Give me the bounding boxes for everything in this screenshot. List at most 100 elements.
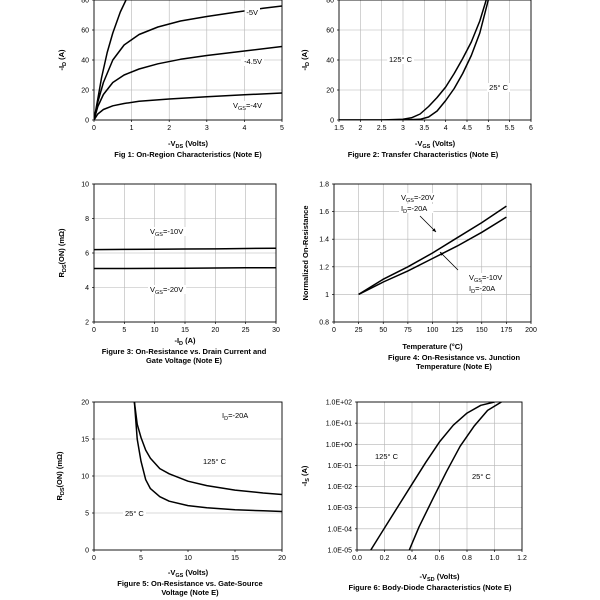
annotation-label: VGS=-4V bbox=[233, 101, 262, 112]
tick-label-x: 4.5 bbox=[462, 125, 472, 132]
tick-label-x: 0.0 bbox=[352, 555, 362, 562]
tick-label-y: 0 bbox=[85, 118, 89, 125]
tick-label-x: 0.6 bbox=[435, 555, 445, 562]
tick-label-x: 4 bbox=[242, 125, 246, 132]
x-axis-label: Temperature (°C) bbox=[402, 342, 463, 351]
tick-label-x: 0.8 bbox=[462, 555, 472, 562]
tick-label-y: 80 bbox=[81, 0, 89, 5]
annotation-bg bbox=[467, 273, 506, 282]
tick-label-x: 5 bbox=[122, 327, 126, 334]
tick-label-x: 5 bbox=[486, 125, 490, 132]
tick-label-y: 0 bbox=[85, 548, 89, 555]
figure-caption: Figure 4: On-Resistance vs. Junction Temp… bbox=[388, 353, 521, 371]
tick-label-y: 1.0E-03 bbox=[327, 505, 352, 512]
x-axis-label: -VDS (Volts) bbox=[168, 139, 209, 150]
tick-label-y: 60 bbox=[326, 28, 334, 35]
annotation-label: VGS=-20V bbox=[401, 193, 434, 204]
annotation-label: 25° C bbox=[489, 83, 508, 92]
annotation-bg bbox=[244, 8, 260, 17]
tick-label-y: 1.4 bbox=[319, 237, 329, 244]
tick-label-x: 25 bbox=[355, 327, 363, 334]
plot-frame bbox=[356, 401, 523, 551]
tick-label-y: 1.0E+01 bbox=[326, 421, 352, 428]
annotation-bg bbox=[201, 457, 228, 466]
series-line-2 bbox=[133, 402, 282, 513]
tick-label-y: 5 bbox=[85, 511, 89, 518]
tick-label-x: 2.5 bbox=[377, 125, 387, 132]
chart-4: 0 25 50 75 100 125 150 175 200 0.8 1 1.2 1.4 1.6 1.8 VG… bbox=[301, 182, 537, 372]
tick-label-x: 10 bbox=[184, 555, 192, 562]
tick-label-x: 0 bbox=[92, 125, 96, 132]
tick-label-y: 40 bbox=[81, 58, 89, 65]
series-line-1 bbox=[133, 402, 282, 496]
tick-label-x: 50 bbox=[379, 327, 387, 334]
chart-1: 0 1 2 3 4 5 0 20 40 60 80 -5V -4.5V VGS=-4V -VDS (Volt… bbox=[57, 0, 284, 159]
tick-label-y: 8 bbox=[85, 216, 89, 223]
tick-label-y: 0 bbox=[330, 118, 334, 125]
tick-label-y: 80 bbox=[326, 0, 334, 5]
tick-label-y: 1.8 bbox=[319, 182, 329, 189]
tick-label-y: 10 bbox=[81, 474, 89, 481]
figure-caption: Figure 5: On-Resistance vs. Gate-Source V… bbox=[117, 579, 262, 597]
tick-label-y: 1.0E-02 bbox=[327, 484, 352, 491]
annotation-arrow bbox=[439, 251, 459, 271]
figure-caption: Figure 2: Transfer Characteristics (Note… bbox=[348, 150, 499, 159]
annotation-label: ID=-20A bbox=[222, 411, 248, 422]
tick-label-x: 1.2 bbox=[517, 555, 527, 562]
y-axis-label: -ID (A) bbox=[300, 49, 311, 71]
series-line-1 bbox=[370, 402, 495, 550]
annotation-bg bbox=[148, 227, 187, 236]
annotation-label: ID=-20A bbox=[401, 204, 427, 215]
annotation-bg bbox=[123, 509, 146, 518]
tick-label-y: 1.0E-05 bbox=[327, 548, 352, 555]
x-axis-label: -VSD (Volts) bbox=[420, 572, 461, 583]
annotation-bg bbox=[399, 193, 438, 202]
plot-frame bbox=[333, 183, 532, 323]
tick-label-x: 25 bbox=[242, 327, 250, 334]
tick-label-y: 1.0E+00 bbox=[326, 442, 352, 449]
chart-5: 0 5 10 15 20 0 5 10 15 20 ID=-20A 125° C 25° C -VGS (… bbox=[55, 400, 286, 598]
figure-caption: Figure 3: On-Resistance vs. Drain Curren… bbox=[102, 347, 267, 365]
tick-label-x: 5 bbox=[280, 125, 284, 132]
tick-label-x: 1 bbox=[130, 125, 134, 132]
tick-label-x: 30 bbox=[272, 327, 280, 334]
tick-label-x: 75 bbox=[404, 327, 412, 334]
tick-label-y: 1.0E-04 bbox=[327, 526, 352, 533]
annotation-label: 125° C bbox=[389, 55, 413, 64]
tick-label-x: 4 bbox=[444, 125, 448, 132]
series-line-1 bbox=[94, 247, 276, 251]
tick-label-y: 4 bbox=[85, 285, 89, 292]
x-axis-label: -VGS (Volts) bbox=[168, 568, 209, 579]
series-line-2 bbox=[339, 0, 490, 120]
plot-frame bbox=[93, 0, 283, 121]
plot-frame bbox=[93, 183, 277, 323]
annotation-bg bbox=[467, 284, 502, 293]
annotation-label: -5V bbox=[246, 8, 258, 17]
tick-label-x: 2 bbox=[167, 125, 171, 132]
tick-label-y: 15 bbox=[81, 437, 89, 444]
chart-3: 0 5 10 15 20 25 30 2 4 6 8 10 VGS=-10V VGS=-20V -ID (A… bbox=[57, 182, 280, 366]
series-line-2 bbox=[358, 205, 507, 296]
tick-label-x: 3 bbox=[205, 125, 209, 132]
tick-label-y: 20 bbox=[81, 400, 89, 407]
annotation-label: VGS=-20V bbox=[150, 285, 183, 296]
y-axis-label: RDS(ON) (mΩ) bbox=[57, 228, 68, 278]
tick-label-x: 5 bbox=[139, 555, 143, 562]
annotation-label: VGS=-10V bbox=[469, 273, 502, 284]
annotation-bg bbox=[373, 452, 400, 461]
tick-label-y: 20 bbox=[81, 88, 89, 95]
tick-label-x: 3 bbox=[401, 125, 405, 132]
annotation-arrowhead bbox=[440, 252, 444, 256]
figure-caption: Fig 1: On-Region Characteristics (Note E… bbox=[114, 150, 262, 159]
tick-label-y: 1.2 bbox=[319, 264, 329, 271]
tick-label-x: 0 bbox=[92, 555, 96, 562]
series-line-4 bbox=[94, 92, 282, 120]
annotation-label: -4.5V bbox=[244, 57, 262, 66]
plot-frame bbox=[93, 401, 283, 551]
series-line-1 bbox=[358, 216, 507, 296]
annotation-label: 125° C bbox=[203, 457, 227, 466]
tick-label-y: 6 bbox=[85, 251, 89, 258]
tick-label-y: 20 bbox=[326, 88, 334, 95]
tick-label-x: 15 bbox=[181, 327, 189, 334]
